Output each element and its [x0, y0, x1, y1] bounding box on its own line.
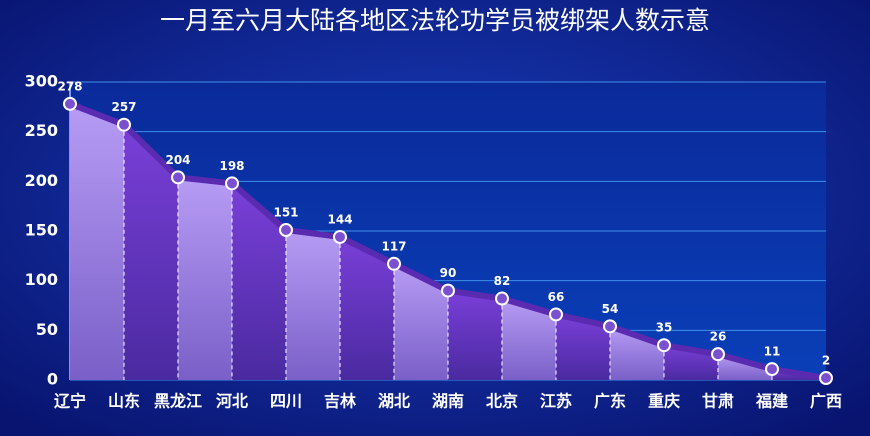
- value-label: 144: [327, 212, 352, 226]
- point: [117, 117, 131, 132]
- point: [171, 170, 185, 185]
- area-segment: [232, 183, 286, 380]
- area-segment: [394, 263, 448, 380]
- x-tick-label: 湖南: [432, 392, 464, 411]
- point: [711, 347, 725, 362]
- point: [279, 223, 293, 238]
- value-label: 198: [219, 159, 244, 173]
- area-segment: [556, 314, 610, 380]
- y-tick-label: 0: [47, 370, 58, 389]
- x-tick-label: 河北: [216, 392, 248, 411]
- value-label: 117: [381, 239, 406, 253]
- y-tick-label: 150: [25, 221, 58, 240]
- point: [225, 176, 239, 191]
- point: [765, 362, 779, 377]
- point: [657, 338, 671, 353]
- x-tick-label: 山东: [108, 392, 140, 411]
- area-segment: [448, 290, 502, 380]
- y-tick-label: 50: [36, 320, 58, 339]
- x-tick-label: 吉林: [324, 392, 356, 411]
- value-label: 54: [602, 302, 619, 316]
- x-tick-label: 黑龙江: [154, 392, 202, 411]
- x-tick-label: 重庆: [648, 392, 680, 411]
- point: [819, 371, 833, 386]
- value-label: 66: [548, 290, 565, 304]
- y-tick-label: 200: [25, 171, 58, 190]
- value-label: 26: [710, 330, 727, 344]
- x-tick-label: 四川: [270, 392, 302, 411]
- value-label: 257: [111, 100, 136, 114]
- point: [495, 291, 509, 306]
- area-segment: [124, 124, 178, 380]
- point: [333, 229, 347, 244]
- value-label: 204: [165, 153, 190, 167]
- value-label: 2: [822, 354, 830, 368]
- point: [63, 96, 77, 111]
- area-segment: [286, 230, 340, 380]
- value-label: 278: [57, 79, 82, 93]
- x-tick-label: 甘肃: [702, 392, 734, 411]
- value-label: 82: [494, 274, 511, 288]
- value-label: 35: [656, 321, 673, 335]
- y-tick-label: 300: [25, 72, 58, 91]
- area-segment: [340, 236, 394, 380]
- x-tick-label: 江苏: [540, 392, 572, 411]
- x-tick-label: 湖北: [378, 392, 410, 411]
- point: [387, 256, 401, 271]
- x-tick-label: 广西: [810, 392, 842, 411]
- point: [549, 307, 563, 322]
- value-label: 90: [440, 266, 457, 280]
- value-label: 11: [764, 345, 781, 359]
- x-tick-label: 广东: [594, 392, 626, 411]
- value-label: 151: [273, 206, 298, 220]
- area-segment: [70, 103, 124, 380]
- x-tick-label: 福建: [755, 392, 788, 411]
- area-segment: [502, 298, 556, 380]
- y-tick-label: 100: [25, 270, 58, 289]
- x-tick-label: 辽宁: [54, 392, 86, 411]
- point: [441, 283, 455, 298]
- area-segment: [178, 177, 232, 380]
- y-tick-label: 250: [25, 121, 58, 140]
- x-tick-label: 北京: [486, 392, 518, 411]
- chart-title: 一月至六月大陆各地区法轮功学员被绑架人数示意: [160, 6, 710, 35]
- point: [603, 319, 617, 334]
- area-segment: [610, 326, 664, 380]
